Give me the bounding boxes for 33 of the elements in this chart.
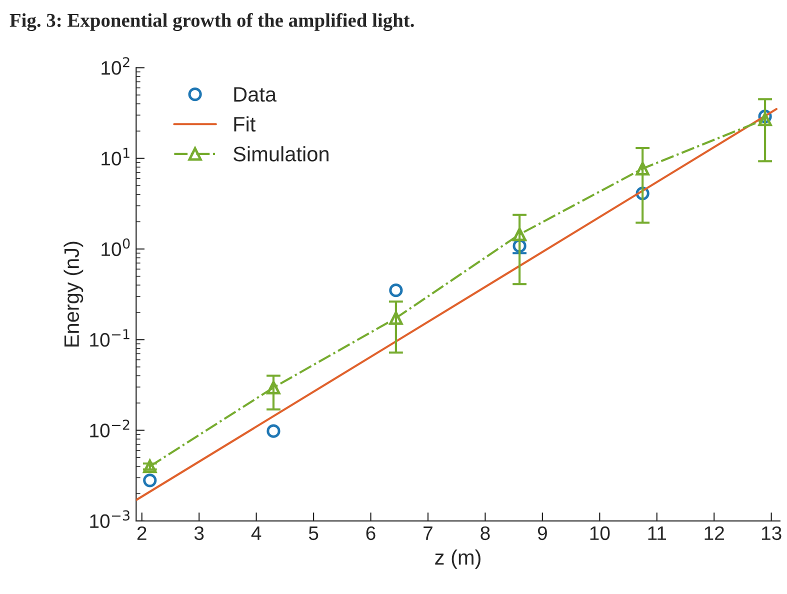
x-tick-label: 11 (648, 526, 666, 540)
x-tick-label: 9 (538, 526, 547, 540)
point (143, 460, 157, 474)
point (758, 112, 772, 126)
x-tick-label: 7 (424, 526, 432, 540)
x-tick-label: 12 (704, 526, 724, 540)
point (512, 228, 526, 242)
point (266, 424, 280, 438)
y-tick-label: 10$^{1}$ (102, 148, 130, 166)
x-tick-label: 13 (762, 526, 782, 540)
x-tick-label: 5 (308, 526, 318, 540)
y-tick-label: 10$^{2}$ (102, 57, 130, 75)
point (143, 474, 157, 488)
x-tick-label: 10 (590, 526, 610, 540)
legend-label: Data (234, 87, 277, 102)
point (389, 311, 403, 325)
legend-label: Simulation (233, 146, 328, 162)
x-tick-label: 6 (366, 526, 376, 540)
x-tick-label: 8 (480, 526, 490, 540)
x-tick-label: 2 (137, 526, 146, 540)
point (636, 162, 650, 176)
point (266, 380, 280, 394)
y-tick-label: 10$^{−3}$ (90, 510, 130, 528)
x-tick-label: 3 (194, 526, 204, 540)
legend-label: Fit (234, 116, 256, 132)
x-axis-title: z (m) (435, 549, 480, 569)
y-tick-label: 10$^{−1}$ (90, 329, 130, 347)
chart-title: Fig. 3: Exponential growth of the amplified light. (10, 13, 414, 32)
point (389, 284, 403, 298)
y-tick-label: 10$^{0}$ (102, 238, 130, 256)
x-tick-label: 4 (251, 526, 262, 540)
y-tick-label: 10$^{−2}$ (90, 420, 130, 438)
y-axis-title: Energy (nJ) (64, 242, 84, 346)
